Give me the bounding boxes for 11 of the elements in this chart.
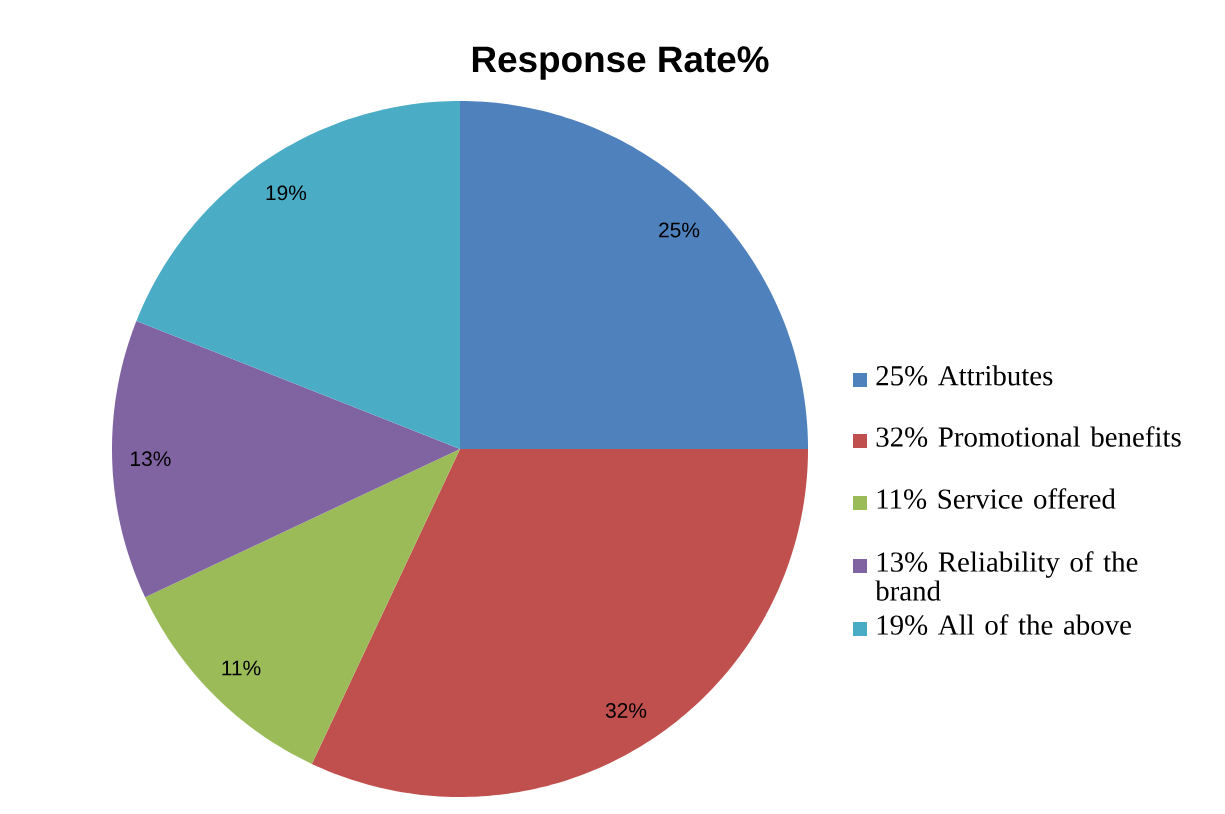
data-label: 25% (659, 222, 700, 238)
data-label: 32% (605, 703, 647, 718)
legend-label: 32% Promotional benefits (876, 426, 1181, 447)
legend-label: 25% Attributes (876, 365, 1053, 386)
data-label: 13% (131, 451, 171, 467)
legend-label: 13% Reliability of the brand (875, 551, 1138, 601)
data-label: 19% (266, 185, 307, 201)
chart-title: Response Rate% (472, 46, 769, 80)
legend-label: 19% All of the above (877, 614, 1131, 635)
legend-label: 11% Service offered (877, 488, 1116, 509)
data-label: 11% (222, 660, 261, 676)
